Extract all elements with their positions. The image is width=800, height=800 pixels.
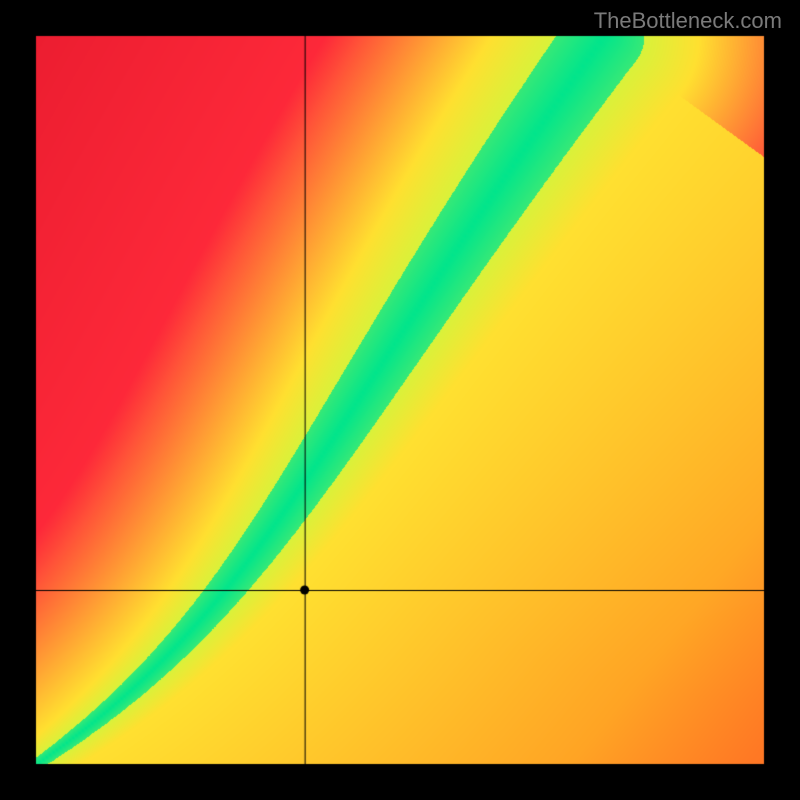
watermark-text: TheBottleneck.com: [594, 8, 782, 34]
chart-container: TheBottleneck.com: [0, 0, 800, 800]
bottleneck-heatmap: [0, 0, 800, 800]
